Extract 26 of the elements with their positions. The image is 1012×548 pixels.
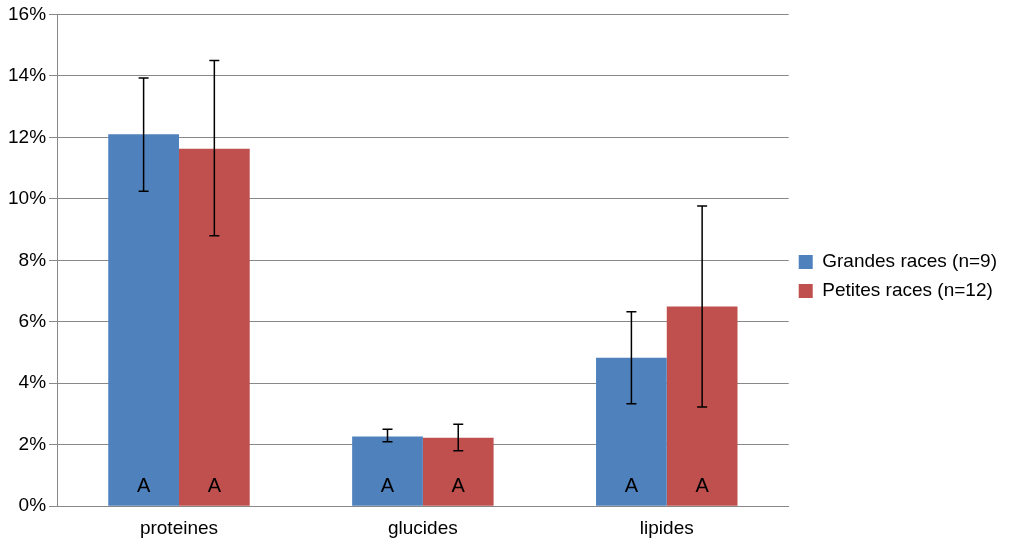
- y-tick-label: 8%: [18, 248, 47, 270]
- bar: [352, 436, 423, 506]
- data-label: A: [207, 473, 222, 496]
- y-tick-label: 10%: [8, 187, 47, 209]
- x-tick-label: proteines: [139, 516, 219, 538]
- data-label: A: [380, 473, 395, 496]
- data-label: A: [451, 473, 466, 496]
- y-tick-label: 12%: [8, 125, 47, 147]
- bar: [666, 306, 738, 506]
- bar: [178, 148, 250, 506]
- bar: [596, 357, 667, 506]
- y-tick-label: 14%: [8, 64, 47, 86]
- x-tick-label: glucides: [388, 516, 458, 538]
- y-tick-label: 16%: [8, 2, 47, 24]
- data-label: A: [695, 473, 710, 496]
- legend-label: Grandes races (n=9): [822, 250, 998, 272]
- y-tick-label: 2%: [18, 432, 47, 454]
- legend-label: Petites races (n=12): [822, 279, 993, 301]
- bar: [422, 437, 494, 506]
- bar: [108, 134, 179, 506]
- y-tick-label: 6%: [18, 310, 47, 332]
- x-tick-label: lipides: [639, 516, 694, 538]
- y-tick-label: 0%: [18, 494, 47, 516]
- data-label: A: [136, 473, 151, 496]
- y-tick-label: 4%: [18, 371, 47, 393]
- data-label: A: [624, 473, 639, 496]
